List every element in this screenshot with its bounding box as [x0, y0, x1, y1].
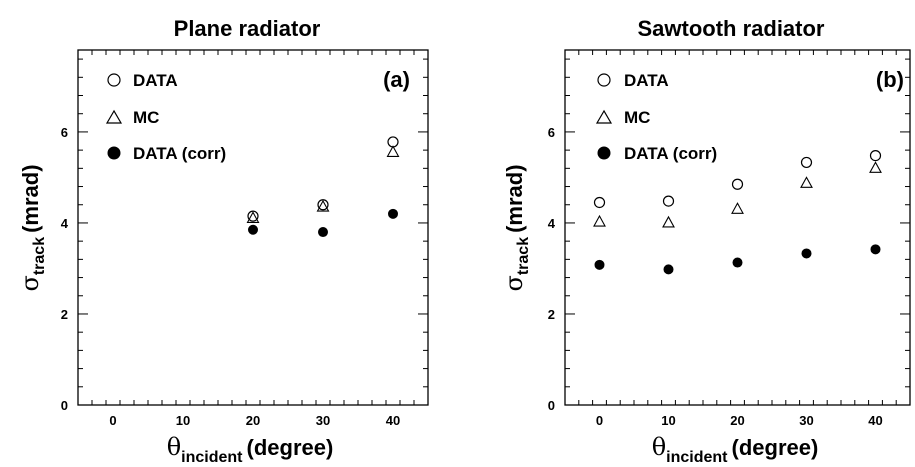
- data-point-filled-circle: [388, 208, 398, 219]
- data-point-open-circle: [869, 149, 882, 162]
- legend-marker-open-circle: [597, 73, 611, 87]
- data-point-open-triangle: [731, 202, 744, 214]
- data-point-filled-circle: [318, 227, 328, 238]
- plot-panel-a: Plane radiator (a) DATA MC DATA (corr) σ…: [16, 16, 429, 466]
- data-point-open-triangle: [662, 215, 675, 228]
- y-tick-label: 4: [61, 216, 69, 231]
- chart-title: Plane radiator: [174, 16, 321, 41]
- panel-label: (a): [383, 67, 410, 92]
- x-tick-label: 0: [596, 413, 603, 428]
- data-point-filled-circle: [594, 259, 605, 270]
- y-tick-label: 2: [548, 307, 555, 322]
- plot-frame: [564, 49, 911, 406]
- x-axis-label: θincident (degree): [652, 433, 819, 466]
- data-point-filled-circle: [801, 248, 812, 259]
- x-axis-label: θincident (degree): [167, 433, 334, 466]
- y-axis-label: σtrack(mrad): [500, 164, 532, 291]
- data-point-filled-circle: [248, 224, 258, 235]
- y-tick-label: 0: [548, 398, 555, 413]
- plot-frame: [77, 49, 429, 406]
- legend-entry-label: DATA: [133, 71, 178, 90]
- legend-marker-filled-circle: [107, 146, 121, 160]
- y-tick-label: 6: [61, 125, 68, 140]
- plot-panel-b: Sawtooth radiator (b) DATA MC DATA (corr…: [500, 16, 911, 466]
- legend-marker-filled-circle: [597, 146, 611, 160]
- y-tick-label: 6: [548, 125, 555, 140]
- legend-entry-label: DATA (corr): [133, 144, 226, 163]
- data-point-open-circle: [800, 156, 813, 169]
- x-tick-label: 10: [176, 413, 190, 428]
- data-point-open-triangle: [246, 211, 260, 223]
- x-tick-label: 0: [109, 413, 116, 428]
- data-point-filled-circle: [870, 244, 881, 255]
- data-point-filled-circle: [663, 264, 674, 275]
- x-tick-label: 40: [386, 413, 400, 428]
- data-point-open-circle: [247, 210, 259, 222]
- y-tick-label: 4: [548, 216, 556, 231]
- y-tick-label: 2: [61, 307, 68, 322]
- legend: DATA MC DATA (corr): [105, 71, 226, 163]
- x-tick-label: 30: [316, 413, 330, 428]
- data-point-open-triangle: [386, 145, 400, 157]
- legend-entry-label: MC: [624, 108, 650, 127]
- data-point-open-circle: [662, 195, 675, 207]
- legend-entry-label: DATA: [624, 71, 669, 90]
- data-point-filled-circle: [732, 257, 743, 268]
- x-tick-label: 30: [799, 413, 813, 428]
- x-tick-label: 10: [661, 413, 675, 428]
- y-axis-label: σtrack(mrad): [16, 164, 48, 291]
- legend-entry-label: MC: [133, 108, 159, 127]
- data-point-open-triangle: [593, 214, 606, 227]
- y-tick-label: 0: [61, 398, 68, 413]
- legend: DATA MC DATA (corr): [595, 71, 717, 163]
- x-tick-label: 40: [868, 413, 882, 428]
- chart-title: Sawtooth radiator: [637, 16, 824, 41]
- legend-marker-open-triangle: [595, 109, 613, 124]
- legend-marker-open-triangle: [105, 109, 123, 124]
- x-tick-label: 20: [246, 413, 260, 428]
- data-point-open-triangle: [800, 176, 813, 188]
- legend-marker-open-circle: [107, 73, 121, 87]
- panel-label: (b): [876, 67, 904, 92]
- legend-entry-label: DATA (corr): [624, 144, 717, 163]
- x-tick-label: 20: [730, 413, 744, 428]
- data-point-open-triangle: [869, 161, 882, 173]
- data-point-open-triangle: [316, 199, 330, 212]
- data-point-open-circle: [317, 199, 329, 211]
- data-point-open-circle: [731, 178, 744, 190]
- data-point-open-circle: [593, 196, 606, 209]
